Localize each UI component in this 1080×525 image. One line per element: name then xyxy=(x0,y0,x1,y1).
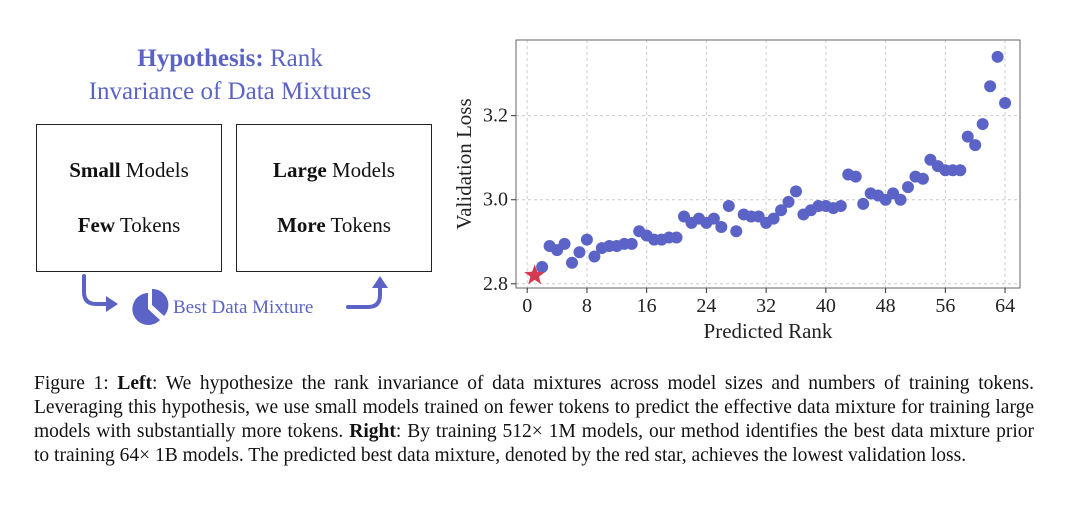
data-point xyxy=(722,200,735,213)
x-tick-label: 8 xyxy=(582,295,592,317)
x-tick-label: 16 xyxy=(637,295,657,317)
x-tick-label: 48 xyxy=(876,295,896,317)
few-label: Few xyxy=(77,213,116,237)
data-point xyxy=(790,185,802,198)
tokens-label-right: Tokens xyxy=(330,213,391,237)
data-point xyxy=(566,256,578,269)
data-point xyxy=(976,118,989,131)
data-point xyxy=(715,221,728,234)
y-tick-label: 2.8 xyxy=(483,273,508,295)
data-point xyxy=(707,212,720,225)
data-point xyxy=(961,130,974,143)
best-mixture-star xyxy=(524,264,546,285)
caption-part-2: : We hypothesize the rank invariance of … xyxy=(34,373,1034,442)
caption-right-bold: Right xyxy=(349,421,396,442)
data-point xyxy=(834,200,847,213)
x-tick-label: 0 xyxy=(522,295,532,317)
y-tick-label: 3.0 xyxy=(483,189,508,211)
data-point xyxy=(775,204,788,217)
data-point xyxy=(573,246,586,259)
best-data-mixture-label: Best Data Mixture xyxy=(173,297,314,318)
x-tick-label: 64 xyxy=(995,295,1015,317)
data-point xyxy=(670,231,683,244)
plot-frame xyxy=(515,39,1021,289)
data-point xyxy=(536,260,549,273)
hypothesis-title-line2: Invariance of Data Mixtures xyxy=(88,78,372,105)
data-point xyxy=(902,181,914,194)
data-point xyxy=(991,50,1004,63)
data-point xyxy=(894,193,907,206)
figure-caption: Figure 1: Left: We hypothesize the rank … xyxy=(34,372,1034,468)
arrow-down-right-icon xyxy=(82,274,118,312)
data-point xyxy=(984,80,997,93)
validation-loss-chart: 0 8 16 24 32 40 48 56 64 2.8 3.0 3.2 Predicted Rank V… xyxy=(452,39,1021,343)
flow-diagram xyxy=(82,274,388,325)
data-point xyxy=(588,250,601,263)
x-axis-label: Predicted Rank xyxy=(704,319,833,343)
data-point xyxy=(767,212,780,225)
data-point xyxy=(558,237,571,250)
hypothesis-title-rest: Rank xyxy=(269,45,323,72)
x-tick-label: 24 xyxy=(696,295,716,317)
x-tick-label: 40 xyxy=(816,295,836,317)
data-point xyxy=(625,237,638,250)
data-point xyxy=(849,170,862,183)
models-label-right: Models xyxy=(331,158,395,182)
data-point xyxy=(857,197,870,210)
tokens-label-left: Tokens xyxy=(119,213,181,237)
y-tick-label: 3.2 xyxy=(483,105,508,127)
y-axis-label: Validation Loss xyxy=(452,98,476,229)
data-point xyxy=(999,97,1012,110)
data-point xyxy=(730,225,743,238)
hypothesis-title-bold: Hypothesis: xyxy=(137,45,264,72)
data-point xyxy=(580,233,593,246)
pie-chart-icon xyxy=(132,288,169,325)
data-point xyxy=(954,164,967,177)
large-models-box: Large Models More Tokens xyxy=(236,124,432,272)
arrow-right-up-icon xyxy=(346,276,388,309)
data-point xyxy=(969,139,982,152)
data-point xyxy=(916,172,929,185)
small-label: Small xyxy=(69,158,121,182)
caption-left-bold: Left xyxy=(117,373,153,394)
hypothesis-title: Hypothesis: Rank Invariance of Data Mixt… xyxy=(30,42,430,108)
more-label: More xyxy=(277,213,326,237)
x-tick-label: 56 xyxy=(935,295,955,317)
large-label: Large xyxy=(273,158,327,182)
x-tick-label: 32 xyxy=(756,295,776,317)
small-models-box: Small Models Few Tokens xyxy=(36,124,222,272)
models-label-left: Models xyxy=(125,158,189,182)
data-point xyxy=(782,195,795,208)
caption-part-1: Figure 1: xyxy=(34,373,118,394)
caption-part-3: : By training 512× 1M models, our method… xyxy=(34,421,1034,466)
